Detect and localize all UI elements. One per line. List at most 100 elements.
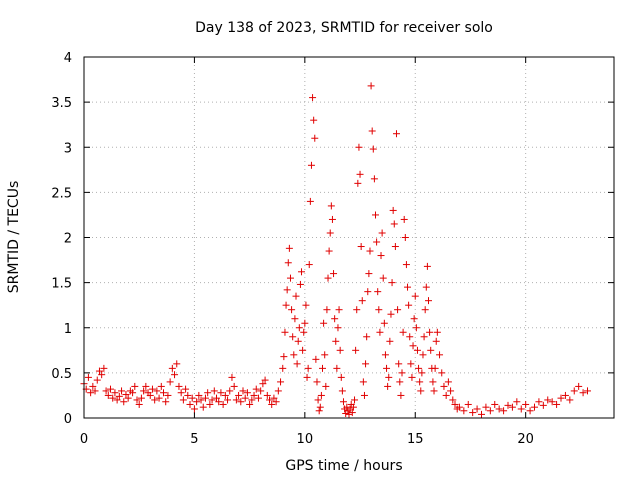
y-tick-label: 3.5: [51, 96, 72, 111]
data-point: [368, 127, 376, 135]
data-point: [383, 364, 391, 372]
data-point: [363, 333, 371, 341]
data-point: [87, 389, 95, 397]
y-tick-label: 2: [64, 232, 72, 247]
data-point: [177, 389, 185, 397]
data-point: [306, 197, 314, 205]
data-point: [339, 398, 347, 406]
y-tick-label: 0.5: [51, 367, 72, 382]
data-point: [89, 382, 97, 390]
data-point: [421, 306, 429, 314]
data-points: [80, 82, 591, 418]
y-tick-label: 2.5: [51, 186, 72, 201]
data-point: [137, 394, 145, 402]
data-point: [280, 353, 288, 361]
data-point: [310, 116, 318, 124]
data-point: [291, 315, 299, 323]
data-point: [248, 396, 256, 404]
data-point: [436, 351, 444, 359]
data-point: [323, 306, 331, 314]
data-point: [224, 396, 232, 404]
data-point: [102, 387, 110, 395]
data-point: [354, 179, 362, 187]
data-point: [379, 274, 387, 282]
data-point: [364, 288, 372, 296]
data-point: [451, 400, 459, 408]
data-point: [374, 288, 382, 296]
data-point: [322, 382, 330, 390]
data-point: [500, 407, 508, 415]
data-point: [184, 391, 192, 399]
data-point: [321, 351, 329, 359]
data-point: [469, 409, 477, 417]
data-point: [365, 270, 373, 278]
x-tick-labels: 0 5 10 15 20: [80, 432, 534, 447]
data-point: [557, 394, 565, 402]
data-point: [419, 351, 427, 359]
data-point: [188, 394, 196, 402]
data-point: [282, 301, 290, 309]
data-point: [295, 324, 303, 332]
x-axis-label: GPS time / hours: [285, 458, 402, 474]
data-point: [175, 382, 183, 390]
data-point: [513, 398, 521, 406]
data-point: [160, 389, 167, 397]
data-point: [352, 346, 360, 354]
data-point: [296, 280, 304, 288]
data-point: [345, 410, 353, 418]
data-point: [330, 270, 338, 278]
data-point: [408, 373, 416, 381]
axis-ticks: [83, 56, 614, 419]
data-point: [195, 391, 203, 399]
data-point: [375, 306, 383, 314]
data-point: [333, 364, 341, 372]
data-point: [311, 134, 319, 142]
data-point: [395, 360, 403, 368]
y-tick-label: 3: [64, 141, 72, 156]
data-point: [337, 373, 345, 381]
data-point: [304, 364, 312, 372]
data-point: [402, 261, 410, 269]
data-point: [357, 243, 365, 251]
data-point: [193, 398, 201, 406]
data-point: [433, 328, 441, 336]
data-point: [294, 337, 302, 345]
data-point: [404, 283, 412, 291]
data-point: [328, 215, 336, 223]
data-point: [179, 396, 187, 404]
data-point: [274, 387, 282, 395]
y-tick-label: 0: [64, 412, 72, 427]
data-point: [315, 407, 323, 415]
data-point: [430, 387, 438, 395]
data-point: [482, 403, 490, 411]
data-point: [312, 355, 320, 363]
data-point: [398, 369, 406, 377]
data-point: [575, 382, 583, 390]
data-point: [517, 405, 525, 413]
data-point: [418, 369, 426, 377]
data-point: [186, 400, 194, 408]
data-point: [129, 389, 137, 397]
data-point: [228, 373, 236, 381]
data-point: [491, 400, 499, 408]
data-point: [504, 401, 512, 409]
data-point: [303, 373, 311, 381]
data-point: [417, 387, 425, 395]
data-point: [387, 310, 395, 318]
data-point: [166, 378, 174, 386]
data-point: [392, 130, 400, 138]
data-point: [455, 403, 463, 411]
data-point: [319, 364, 326, 372]
data-point: [302, 301, 310, 309]
data-point: [464, 400, 472, 408]
data-point: [449, 396, 457, 404]
y-axis-label: SRMTID / TECUs: [6, 181, 22, 294]
data-point: [162, 398, 170, 406]
data-point: [164, 391, 172, 399]
x-tick-label: 20: [517, 432, 534, 447]
data-point: [226, 387, 234, 395]
data-point: [570, 387, 578, 395]
data-point: [104, 391, 112, 399]
data-point: [313, 378, 321, 386]
data-point: [201, 394, 209, 402]
